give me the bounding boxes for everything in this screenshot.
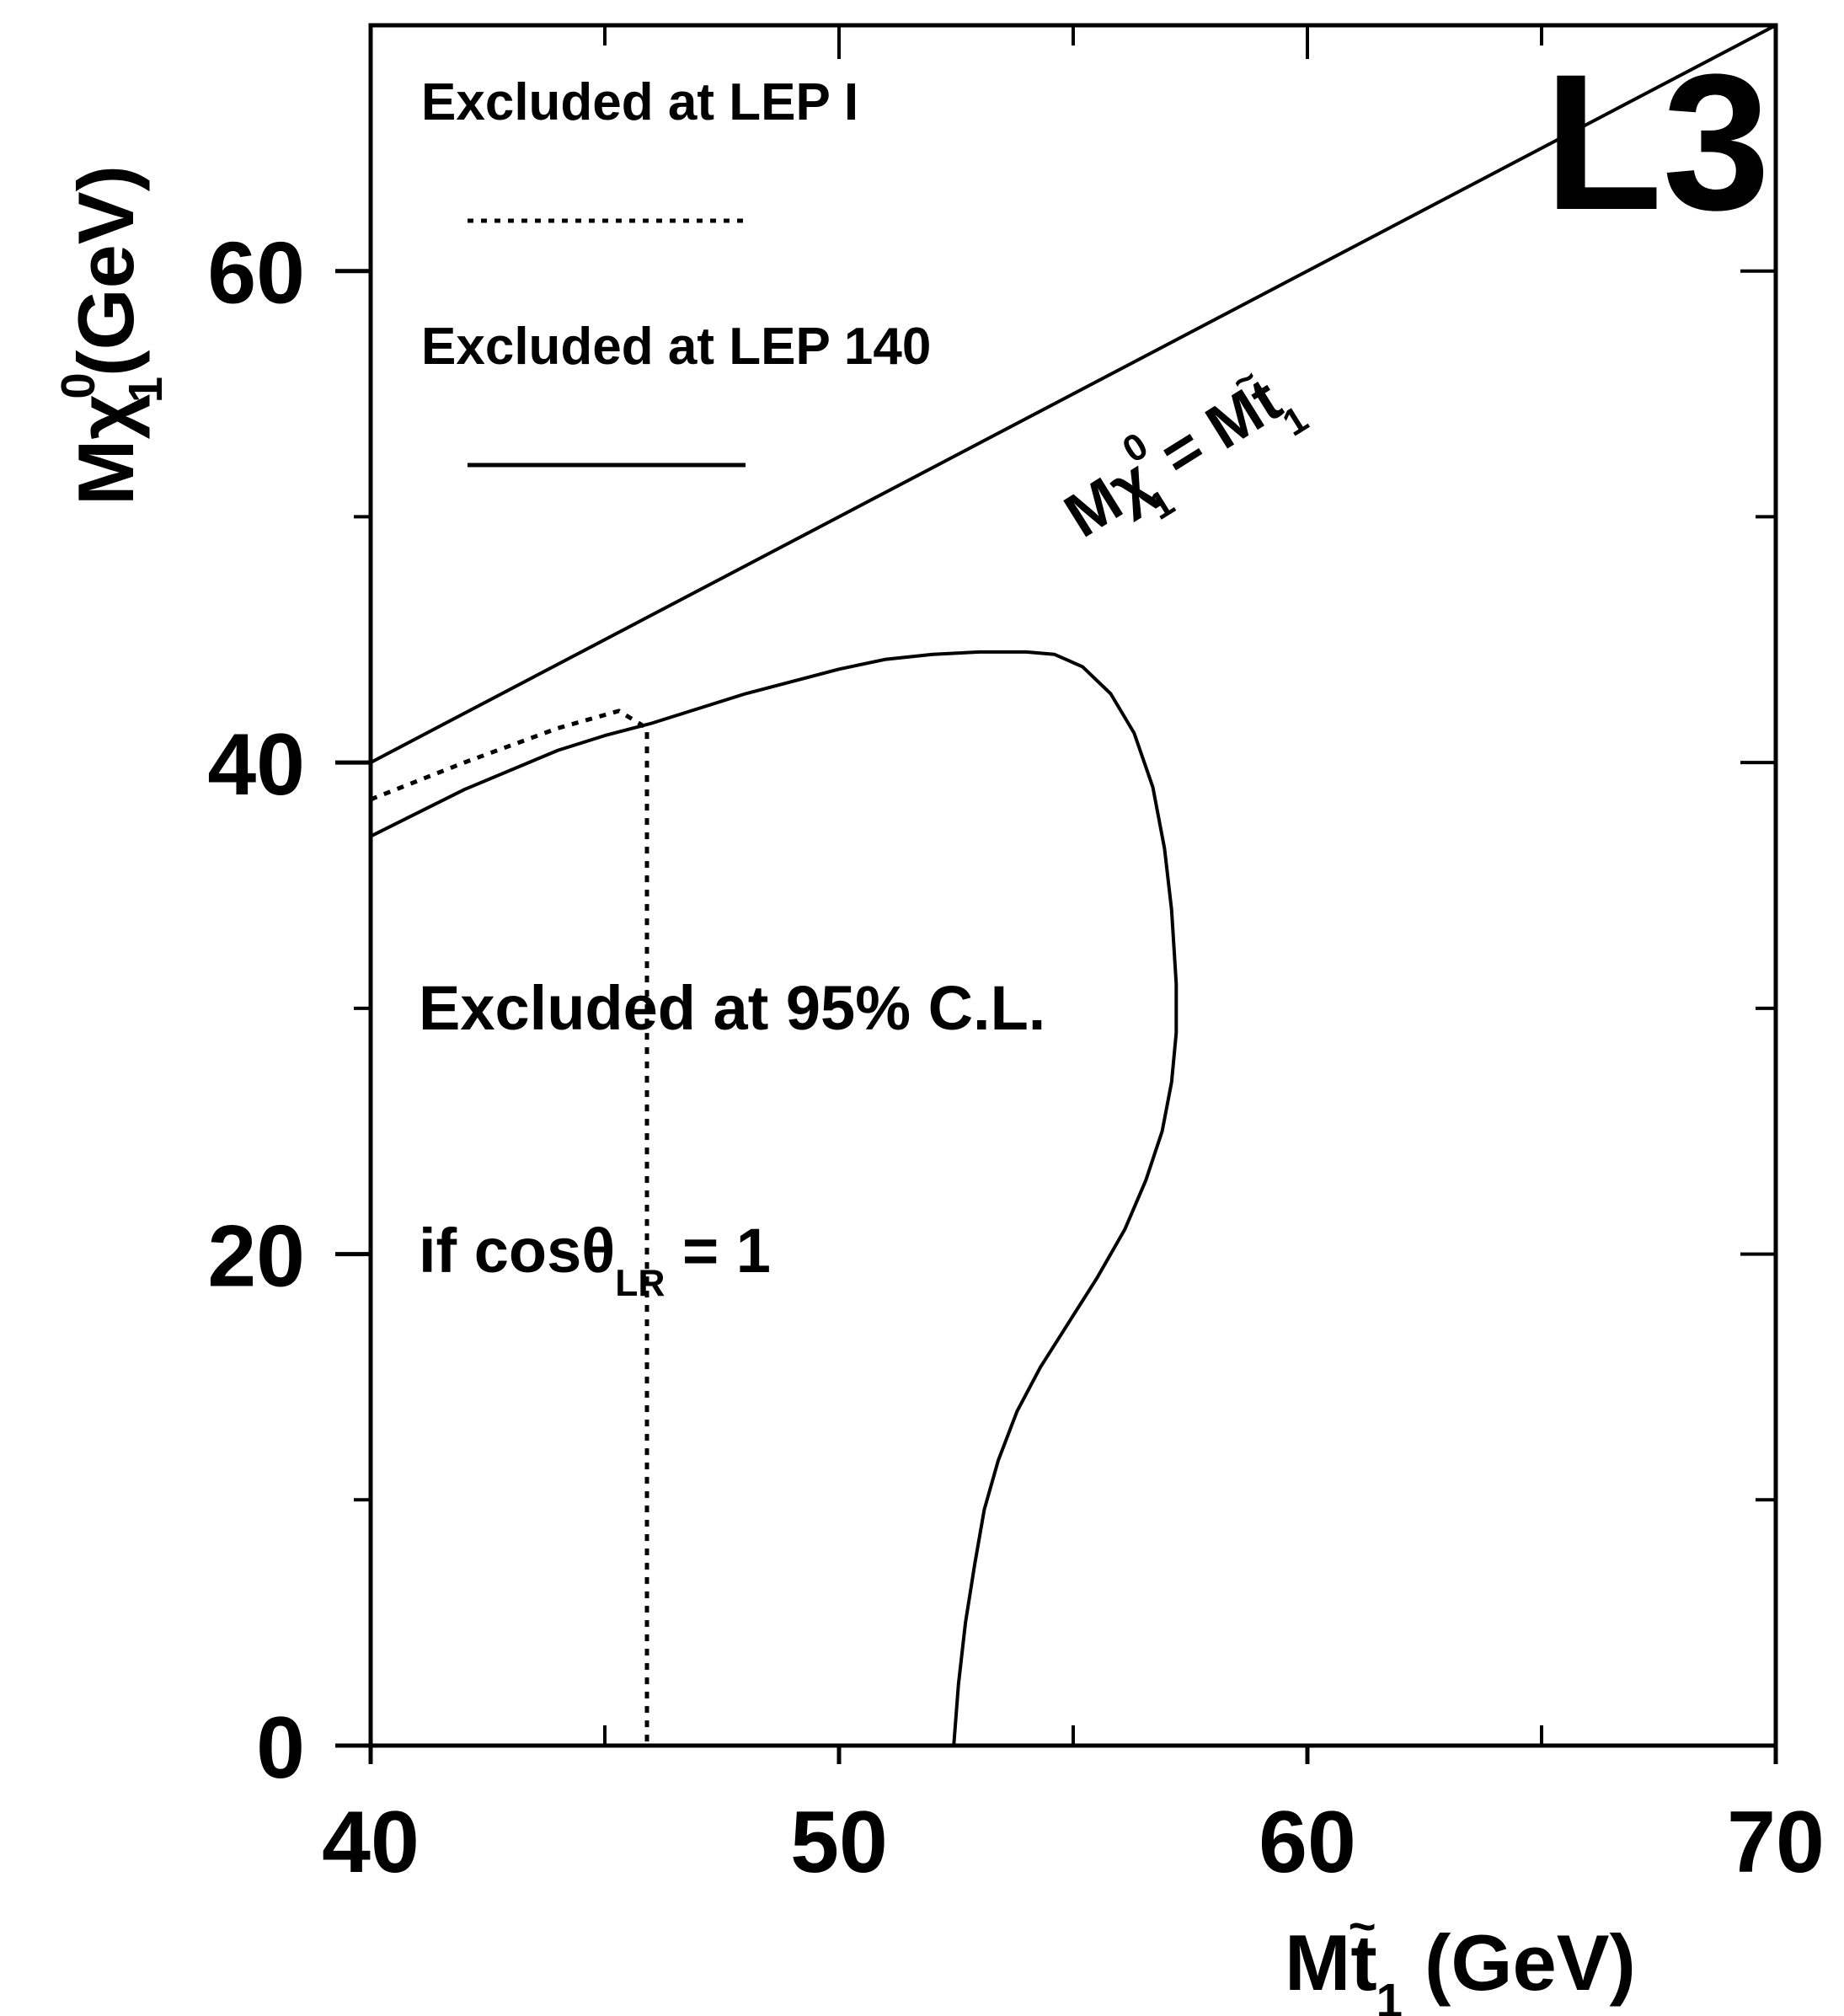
x-tick-label: 70 xyxy=(1727,1794,1825,1891)
condition-label-main: if cosθ xyxy=(419,1216,615,1286)
y-tick-label: 20 xyxy=(207,1208,305,1306)
y-axis-title-main: Mχ xyxy=(61,394,150,505)
legend-label-lep140: Excluded at LEP 140 xyxy=(421,318,931,376)
y-axis-title-unit: (GeV) xyxy=(61,165,150,377)
y-tick-label: 0 xyxy=(256,1699,305,1797)
x-tick-label: 50 xyxy=(790,1794,888,1891)
condition-label-rest: = 1 xyxy=(665,1216,771,1286)
axis-ticks xyxy=(335,25,1778,1764)
x-axis-title-t: t xyxy=(1350,1918,1376,2007)
legend-label-lep1: Excluded at LEP I xyxy=(421,73,858,131)
tick-labels: 40 50 60 70 0 20 40 60 xyxy=(207,225,1825,1891)
x-axis-title-unit: (GeV) xyxy=(1403,1918,1636,2007)
region-label: Excluded at 95% C.L. xyxy=(419,973,1045,1043)
l3-logo: L3 xyxy=(1544,34,1770,250)
y-axis-title: Mχ0 1(GeV) xyxy=(51,165,172,505)
condition-label: if cosθLR = 1 xyxy=(419,1216,771,1304)
x-axis-title-tilde: ~ xyxy=(1349,1900,1376,1953)
y-tick-label: 60 xyxy=(207,225,305,323)
x-axis-title: Mt~1 (GeV) xyxy=(1285,1900,1636,2016)
y-axis-title-sub: 1 xyxy=(119,377,172,403)
x-axis-title-main: M xyxy=(1285,1918,1350,2007)
x-tick-label: 60 xyxy=(1259,1794,1356,1891)
y-tick-label: 40 xyxy=(207,716,305,814)
series-kinematic-limit xyxy=(370,24,1777,764)
y-axis-title-sup: 0 xyxy=(51,372,104,398)
condition-label-sub: LR xyxy=(615,1263,665,1304)
series-curves xyxy=(370,24,1777,1746)
kinematic-limit-label: Mχ01 = Mt~1 xyxy=(1045,345,1315,568)
series-lep1-boundary xyxy=(370,709,649,1746)
plot-frame xyxy=(368,23,1778,1748)
x-axis-title-sub: 1 xyxy=(1376,1974,1403,2016)
series-lep140-boundary xyxy=(370,650,1179,1746)
x-tick-label: 40 xyxy=(322,1794,420,1891)
legend: Excluded at LEP I Excluded at LEP 140 xyxy=(421,73,931,468)
